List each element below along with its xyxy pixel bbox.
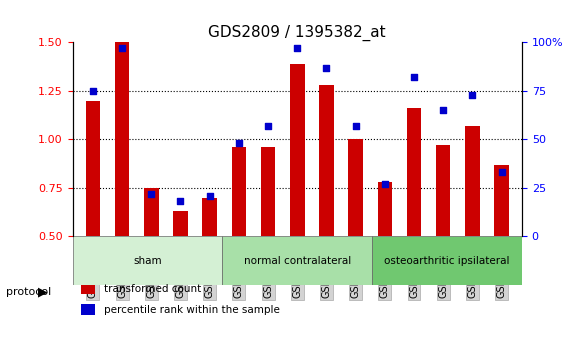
Bar [144, 188, 158, 333]
Bar [81, 304, 95, 315]
Point [147, 191, 156, 196]
Point [380, 181, 389, 187]
Point [351, 123, 360, 129]
Point [205, 193, 215, 199]
Bar [436, 145, 451, 333]
Text: transformed count: transformed count [104, 284, 201, 294]
Text: osteoarthritic ipsilateral: osteoarthritic ipsilateral [385, 256, 510, 266]
Point [409, 75, 419, 80]
FancyBboxPatch shape [222, 236, 372, 285]
FancyBboxPatch shape [372, 236, 522, 285]
Bar [261, 147, 276, 333]
Bar [81, 283, 95, 294]
Text: normal contralateral: normal contralateral [244, 256, 351, 266]
Bar [494, 165, 509, 333]
Bar [465, 126, 480, 333]
Bar [349, 139, 363, 333]
Bar [115, 42, 129, 333]
Point [292, 45, 302, 51]
Point [263, 123, 273, 129]
Bar [202, 198, 217, 333]
Text: percentile rank within the sample: percentile rank within the sample [104, 305, 280, 315]
Point [176, 199, 185, 204]
Bar [290, 64, 304, 333]
Text: protocol: protocol [6, 287, 51, 297]
Bar [86, 101, 100, 333]
Title: GDS2809 / 1395382_at: GDS2809 / 1395382_at [208, 25, 386, 41]
Bar [173, 211, 188, 333]
Bar [319, 85, 333, 333]
FancyBboxPatch shape [72, 236, 222, 285]
Text: sham: sham [133, 256, 162, 266]
Point [438, 108, 448, 113]
Bar [407, 108, 421, 333]
Point [497, 170, 506, 175]
Point [467, 92, 477, 98]
Point [234, 141, 244, 146]
Bar [378, 182, 392, 333]
Point [88, 88, 97, 94]
Point [118, 45, 127, 51]
Bar [231, 147, 246, 333]
Text: ▶: ▶ [38, 286, 48, 298]
Point [322, 65, 331, 70]
